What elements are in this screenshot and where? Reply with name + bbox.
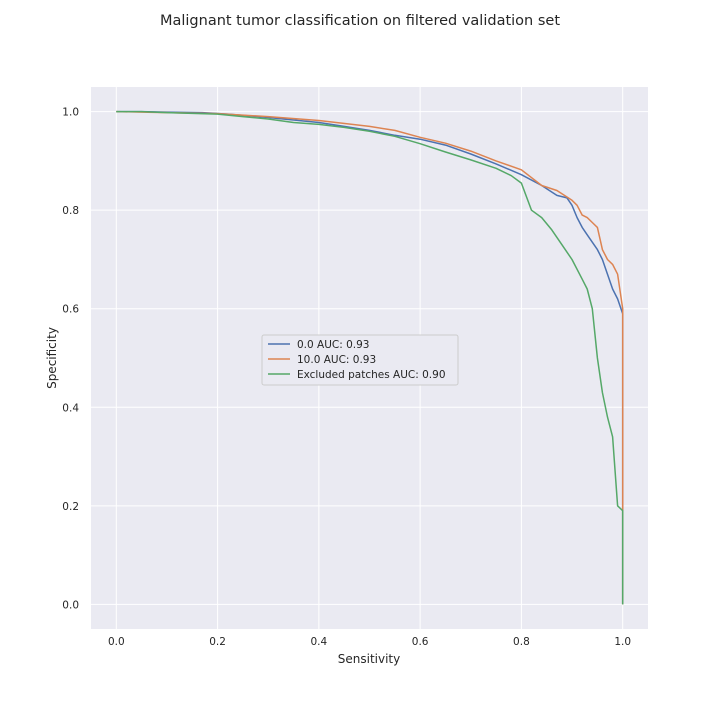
y-axis-label: Specificity [45, 327, 59, 389]
y-tick-labels: 0.0 0.2 0.4 0.6 0.8 1.0 [62, 107, 79, 612]
legend-label: 0.0 AUC: 0.93 [297, 339, 370, 351]
legend-box [261, 334, 459, 386]
y-tick-label: 1.0 [62, 107, 79, 119]
x-tick-label: 0.4 [311, 636, 328, 648]
y-tick-label: 0.0 [62, 599, 79, 611]
series-line-2 [116, 110, 624, 605]
x-tick-label: 0.0 [108, 636, 125, 648]
x-axis-label: Sensitivity [338, 652, 400, 666]
x-tick-labels: 0.0 0.2 0.4 0.6 0.8 1.0 [108, 636, 631, 648]
legend-label: Excluded patches AUC: 0.90 [297, 369, 446, 381]
series-line-1 [116, 110, 624, 605]
y-tick-label: 0.6 [62, 304, 79, 316]
legend: 0.0 AUC: 0.93 10.0 AUC: 0.93 Excluded patc… [261, 334, 459, 386]
y-tick-label: 0.4 [62, 402, 79, 414]
chart-title: Malignant tumor classification on filter… [160, 13, 560, 29]
series-lines [116, 110, 624, 605]
x-tick-label: 0.8 [513, 636, 530, 648]
x-tick-label: 0.2 [209, 636, 226, 648]
y-tick-label: 0.2 [62, 501, 79, 513]
x-tick-label: 0.6 [412, 636, 429, 648]
legend-label: 10.0 AUC: 0.93 [297, 354, 376, 366]
y-tick-label: 0.8 [62, 205, 79, 217]
x-tick-label: 1.0 [614, 636, 631, 648]
